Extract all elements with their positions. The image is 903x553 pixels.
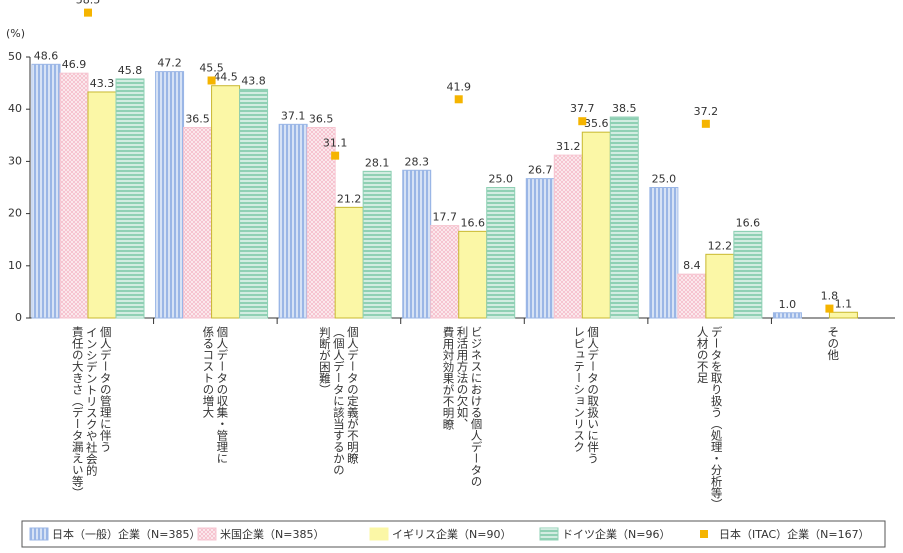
legend-label: 米国企業（N=385） [220, 527, 324, 541]
value-label: 41.9 [446, 80, 471, 93]
y-tick-label: 20 [8, 207, 22, 220]
value-label: 12.2 [708, 239, 733, 252]
y-axis-label: (%) [6, 27, 25, 40]
value-label: 48.6 [34, 49, 59, 62]
marker [701, 119, 710, 128]
legend-label: イギリス企業（N=90） [392, 527, 511, 541]
bar [486, 187, 516, 319]
value-label: 35.6 [584, 117, 609, 130]
bar [31, 63, 61, 319]
bar [458, 230, 488, 319]
value-label: 1.0 [779, 298, 797, 311]
value-label: 37.2 [694, 105, 719, 118]
value-label: 26.7 [528, 164, 553, 177]
value-label: 37.1 [281, 109, 306, 122]
value-label: 21.2 [337, 192, 362, 205]
value-label: 43.3 [90, 77, 115, 90]
bar [59, 72, 89, 319]
bar [211, 85, 241, 319]
value-label: 31.1 [323, 137, 348, 150]
bar [155, 71, 185, 319]
bar [609, 116, 639, 319]
bar [334, 206, 364, 319]
bar [677, 273, 707, 319]
legend-marker [700, 530, 708, 538]
value-label: 28.1 [365, 156, 390, 169]
value-label: 36.5 [309, 112, 334, 125]
bar [306, 126, 336, 319]
value-label: 46.9 [62, 58, 87, 71]
bar [87, 91, 117, 319]
y-tick-label: 10 [8, 259, 22, 272]
legend-box [21, 520, 886, 548]
bar [115, 78, 145, 319]
bar [553, 154, 583, 319]
y-tick-label: 40 [8, 102, 22, 115]
bar [239, 88, 269, 319]
legend-label: 日本（一般）企業（N=385） [52, 527, 200, 541]
value-label: 47.2 [157, 57, 182, 70]
legend-swatch [29, 527, 49, 541]
bar [362, 170, 392, 319]
x-tick-label: 個人データの管理に伴うインシデントリスクや社会的責任の大きさ（データ漏えい等） [71, 325, 113, 498]
marker [825, 304, 834, 313]
value-label: 58.5 [76, 0, 101, 7]
bar [581, 131, 611, 319]
value-label: 28.3 [404, 155, 429, 168]
bar [649, 187, 679, 319]
value-label: 43.8 [241, 74, 266, 87]
value-label: 38.5 [612, 102, 637, 115]
bar [733, 230, 763, 319]
marker [454, 95, 463, 104]
y-tick-label: 30 [8, 154, 22, 167]
bar [525, 178, 555, 319]
x-tick-label: 個人データの定義が不明瞭（個人データに該当するかの判断が困難） [318, 326, 360, 476]
marker [84, 8, 92, 17]
y-tick-label: 50 [8, 50, 22, 63]
value-label: 31.2 [556, 140, 581, 153]
x-tick-label: 個人データの収集・管理に係るコストの増大 [201, 326, 229, 464]
legend-swatch [539, 527, 559, 541]
value-label: 37.7 [570, 102, 595, 115]
bar [705, 253, 735, 319]
x-tick-label: その他 [826, 326, 840, 361]
marker [207, 76, 216, 85]
value-label: 25.0 [652, 173, 677, 186]
y-tick-label: 0 [15, 311, 22, 324]
value-label: 1.1 [835, 297, 853, 310]
value-label: 25.0 [488, 173, 513, 186]
x-tick-label: ビジネスにおける個人データの利活用方法の欠如、費用対効果が不明瞭 [442, 325, 484, 487]
legend-label: ドイツ企業（N=96） [562, 527, 670, 541]
value-label: 16.6 [460, 216, 485, 229]
value-label: 8.4 [683, 259, 701, 272]
bar [183, 126, 213, 319]
bar [402, 169, 432, 319]
bar [828, 311, 858, 319]
value-label: 45.8 [118, 64, 143, 77]
bar [278, 123, 308, 319]
marker [331, 151, 340, 160]
value-label: 44.5 [213, 71, 238, 84]
value-label: 16.6 [736, 216, 761, 229]
legend-label: 日本（ITAC）企業（N=167） [719, 527, 870, 541]
legend-swatch [369, 527, 389, 541]
x-tick-label: データを取り扱う（処理・分析等）人材の不足 [696, 325, 724, 510]
value-label: 1.8 [821, 290, 839, 303]
value-label: 45.5 [199, 61, 224, 74]
bar [772, 312, 802, 319]
marker [578, 117, 587, 126]
value-label: 17.7 [432, 211, 457, 224]
bar [430, 225, 460, 319]
x-tick-label: 個人データの取扱いに伴うレピュテーションリスク [572, 326, 600, 464]
legend-swatch [197, 527, 217, 541]
value-label: 36.5 [185, 112, 210, 125]
